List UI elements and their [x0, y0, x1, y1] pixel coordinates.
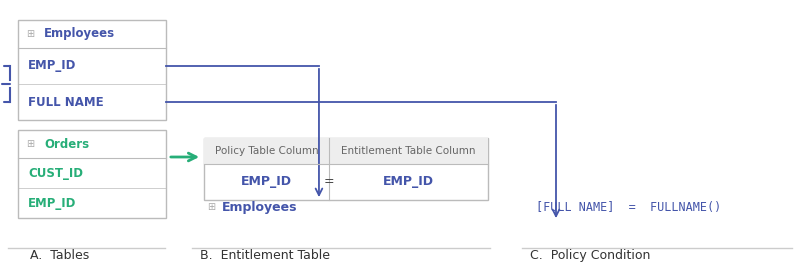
Text: =: = [324, 176, 334, 188]
Text: ⊞: ⊞ [26, 139, 34, 149]
Text: CUST_ID: CUST_ID [28, 167, 83, 179]
Text: EMP_ID: EMP_ID [28, 60, 76, 73]
Bar [204, 138, 488, 164]
Text: C.  Policy Condition: C. Policy Condition [530, 249, 650, 262]
Text: EMP_ID: EMP_ID [241, 176, 292, 188]
Text: ⊞: ⊞ [207, 202, 215, 212]
Bar [204, 138, 488, 200]
Text: EMP_ID: EMP_ID [28, 197, 76, 209]
Text: Employees: Employees [44, 27, 115, 41]
Text: A.  Tables: A. Tables [30, 249, 90, 262]
Text: Orders: Orders [44, 137, 89, 151]
Text: Employees: Employees [222, 200, 298, 213]
Text: EMP_ID: EMP_ID [383, 176, 434, 188]
Bar [18, 130, 166, 218]
Text: Policy Table Column: Policy Table Column [214, 146, 318, 156]
Text: ⊞: ⊞ [26, 29, 34, 39]
Text: [FULL NAME]  =  FULLNAME(): [FULL NAME] = FULLNAME() [536, 200, 722, 213]
Text: B.  Entitlement Table: B. Entitlement Table [200, 249, 330, 262]
Text: Entitlement Table Column: Entitlement Table Column [342, 146, 476, 156]
Text: FULL NAME: FULL NAME [28, 95, 104, 109]
Bar [18, 20, 166, 120]
